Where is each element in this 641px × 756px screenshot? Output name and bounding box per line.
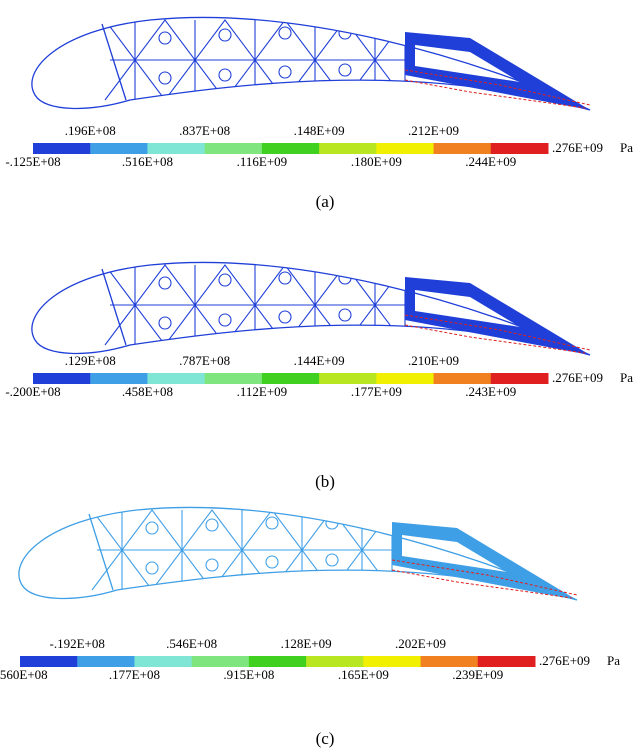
colorbar-label: .787E+08 bbox=[179, 353, 230, 368]
colorbar-segment bbox=[33, 143, 91, 154]
colorbar-segment bbox=[490, 143, 549, 154]
colorbar-segment bbox=[261, 143, 320, 154]
panel-caption: (b) bbox=[315, 472, 335, 491]
colorbar-segment bbox=[33, 373, 91, 384]
colorbar-segment bbox=[147, 373, 206, 384]
colorbar-segment bbox=[306, 656, 364, 667]
colorbar-label: .196E+08 bbox=[65, 123, 116, 138]
colorbar-label: .144E+09 bbox=[294, 353, 345, 368]
colorbar-label: .212E+09 bbox=[408, 123, 459, 138]
colorbar-label: -.560E+08 bbox=[0, 667, 48, 682]
colorbar-segment bbox=[134, 656, 193, 667]
colorbar-label: -.192E+08 bbox=[50, 636, 105, 651]
colorbar-segment bbox=[90, 373, 148, 384]
colorbar-segment bbox=[433, 143, 492, 154]
colorbar-max-label: .276E+09 bbox=[552, 370, 603, 385]
colorbar-label: .129E+08 bbox=[65, 353, 116, 368]
colorbar-label: -.200E+08 bbox=[5, 384, 60, 399]
colorbar-segment bbox=[261, 373, 320, 384]
colorbar-max-label: .276E+09 bbox=[539, 653, 590, 668]
colorbar-label: .165E+09 bbox=[338, 667, 389, 682]
colorbar-label: .112E+09 bbox=[237, 384, 288, 399]
colorbar-segment bbox=[363, 656, 422, 667]
colorbar-label: .177E+08 bbox=[109, 667, 160, 682]
colorbar-label: .202E+09 bbox=[395, 636, 446, 651]
panel: -.560E+08 .177E+08 .915E+08 .165E+09 .239E+0… bbox=[0, 490, 620, 748]
colorbar-label: .210E+09 bbox=[408, 353, 459, 368]
colorbar-segment bbox=[147, 143, 206, 154]
panel-caption: (c) bbox=[316, 729, 335, 748]
colorbar-label: .177E+09 bbox=[351, 384, 402, 399]
colorbar-label: .239E+09 bbox=[452, 667, 503, 682]
colorbar-segment bbox=[319, 143, 377, 154]
colorbar-label: .243E+09 bbox=[465, 384, 516, 399]
colorbar-label: .458E+08 bbox=[122, 384, 173, 399]
panel: -.125E+08 .516E+08 .116E+09 .180E+09 .244E+0… bbox=[5, 0, 633, 211]
colorbar-segment bbox=[191, 656, 250, 667]
colorbar-segment bbox=[490, 373, 549, 384]
colorbar-segment bbox=[433, 373, 492, 384]
colorbar-segment bbox=[204, 143, 263, 154]
colorbar-segment bbox=[204, 373, 263, 384]
airfoil-plot bbox=[32, 0, 590, 120]
colorbar-label: .116E+09 bbox=[237, 154, 288, 169]
colorbar-label: .180E+09 bbox=[351, 154, 402, 169]
colorbar-label: .148E+09 bbox=[294, 123, 345, 138]
colorbar-segment bbox=[420, 656, 479, 667]
colorbar-segment bbox=[90, 143, 148, 154]
colorbar-label: .128E+09 bbox=[281, 636, 332, 651]
colorbar-segment bbox=[20, 656, 78, 667]
colorbar-segment bbox=[477, 656, 536, 667]
colorbar-label: .244E+09 bbox=[465, 154, 516, 169]
colorbar-unit: Pa bbox=[620, 370, 633, 385]
colorbar-label: -.125E+08 bbox=[5, 154, 60, 169]
colorbar-label: .915E+08 bbox=[223, 667, 274, 682]
colorbar-label: .516E+08 bbox=[122, 154, 173, 169]
colorbar-unit: Pa bbox=[620, 140, 633, 155]
airfoil-plot bbox=[19, 490, 577, 610]
colorbar-segment bbox=[376, 373, 435, 384]
airfoil-plot bbox=[32, 245, 590, 365]
colorbar-unit: Pa bbox=[607, 653, 620, 668]
colorbar-max-label: .276E+09 bbox=[552, 140, 603, 155]
colorbar-label: .546E+08 bbox=[166, 636, 217, 651]
colorbar-segment bbox=[319, 373, 377, 384]
colorbar-segment bbox=[77, 656, 135, 667]
colorbar-label: .837E+08 bbox=[179, 123, 230, 138]
panel-caption: (a) bbox=[316, 192, 335, 211]
panel: -.200E+08 .458E+08 .112E+09 .177E+09 .243E+0… bbox=[5, 245, 633, 491]
colorbar-segment bbox=[248, 656, 307, 667]
colorbar-segment bbox=[376, 143, 435, 154]
